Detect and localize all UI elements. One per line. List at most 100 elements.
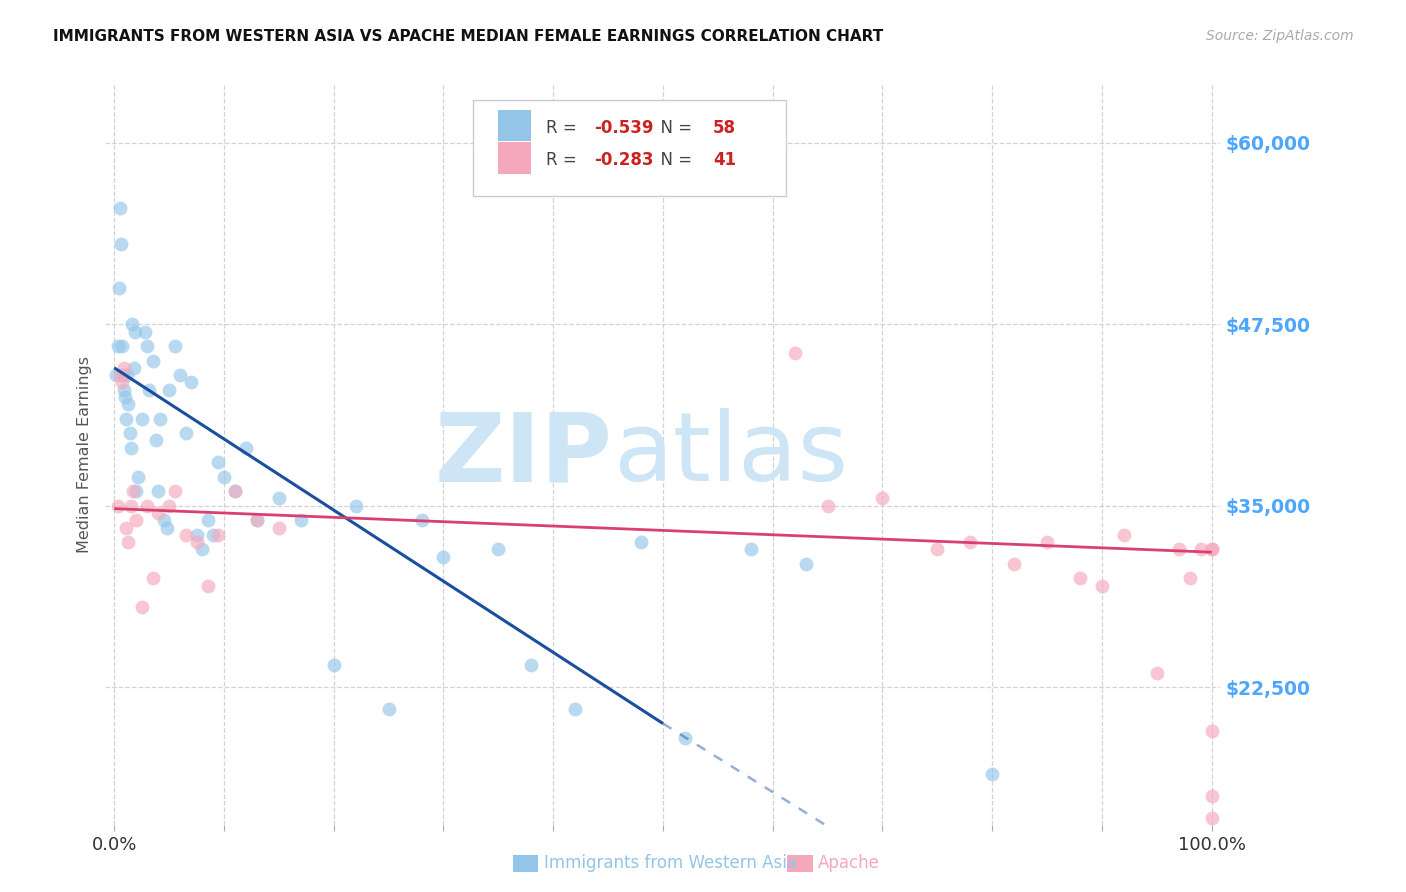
Point (673, 731, 696, 745)
Point (1189, 542, 1212, 557)
Point (125, 513, 148, 527)
Point (322, 658, 344, 673)
Point (377, 702, 399, 716)
Point (122, 360, 145, 375)
Point (107, 339, 129, 353)
Point (169, 368, 191, 382)
Text: atlas: atlas (613, 409, 848, 501)
Point (136, 339, 159, 353)
Point (117, 535, 139, 549)
Point (112, 383, 135, 397)
FancyBboxPatch shape (498, 110, 531, 141)
Point (207, 455, 229, 469)
Point (740, 542, 762, 557)
Point (1201, 542, 1223, 557)
Point (1201, 811, 1223, 825)
Point (201, 528, 224, 542)
Point (131, 411, 153, 425)
Point (107, 499, 129, 513)
Point (520, 658, 543, 673)
Point (146, 484, 169, 499)
Point (1146, 665, 1168, 680)
Text: -0.283: -0.283 (593, 152, 654, 169)
Text: N =: N = (650, 152, 697, 169)
Point (157, 499, 180, 513)
Point (411, 513, 433, 527)
Point (121, 318, 143, 332)
Point (267, 520, 290, 534)
Point (246, 513, 269, 527)
Point (111, 339, 134, 353)
Point (783, 346, 806, 360)
Point (138, 383, 160, 397)
Point (235, 441, 257, 455)
Text: 41: 41 (713, 152, 737, 169)
Text: -0.539: -0.539 (593, 119, 654, 136)
Point (114, 390, 136, 404)
Point (344, 499, 367, 513)
Point (152, 513, 174, 527)
Point (486, 542, 509, 557)
Point (127, 469, 149, 483)
Point (1112, 528, 1135, 542)
Text: Source: ZipAtlas.com: Source: ZipAtlas.com (1206, 29, 1354, 44)
Point (927, 542, 949, 557)
Point (959, 535, 981, 549)
Point (124, 325, 146, 339)
Point (224, 484, 246, 499)
Point (149, 411, 172, 425)
Point (142, 353, 165, 368)
Point (794, 557, 817, 571)
Point (872, 491, 894, 506)
Point (1036, 535, 1059, 549)
Point (290, 513, 312, 527)
Text: 58: 58 (713, 119, 737, 136)
Point (267, 491, 290, 506)
Point (180, 376, 202, 390)
Point (1091, 578, 1114, 592)
Point (142, 571, 165, 585)
Point (122, 484, 145, 499)
Point (117, 397, 139, 411)
Point (212, 469, 235, 483)
Point (115, 411, 138, 425)
Point (246, 513, 269, 527)
Point (1201, 542, 1223, 557)
Point (163, 484, 186, 499)
Text: Apache: Apache (818, 855, 880, 872)
Point (120, 499, 142, 513)
FancyBboxPatch shape (474, 100, 786, 196)
Point (125, 484, 148, 499)
Point (224, 484, 246, 499)
Point (432, 549, 454, 564)
Point (197, 578, 219, 592)
Point (117, 368, 139, 382)
Point (120, 441, 142, 455)
Point (1002, 557, 1025, 571)
Point (186, 535, 208, 549)
Text: ZIP: ZIP (434, 409, 613, 501)
Point (134, 325, 156, 339)
Point (817, 499, 839, 513)
FancyBboxPatch shape (498, 143, 531, 174)
Point (1069, 571, 1091, 585)
Text: R =: R = (546, 152, 582, 169)
Point (191, 542, 214, 557)
Point (110, 237, 132, 252)
Point (207, 528, 229, 542)
Point (981, 767, 1004, 781)
Point (163, 339, 186, 353)
Text: IMMIGRANTS FROM WESTERN ASIA VS APACHE MEDIAN FEMALE EARNINGS CORRELATION CHART: IMMIGRANTS FROM WESTERN ASIA VS APACHE M… (53, 29, 884, 45)
Point (118, 426, 141, 441)
Point (136, 499, 159, 513)
Point (630, 535, 652, 549)
Point (156, 520, 179, 534)
Point (112, 360, 135, 375)
Point (197, 513, 219, 527)
Point (108, 201, 131, 215)
Point (174, 426, 197, 441)
Point (157, 383, 180, 397)
Point (105, 368, 128, 382)
Point (145, 434, 167, 448)
Point (1167, 542, 1189, 557)
